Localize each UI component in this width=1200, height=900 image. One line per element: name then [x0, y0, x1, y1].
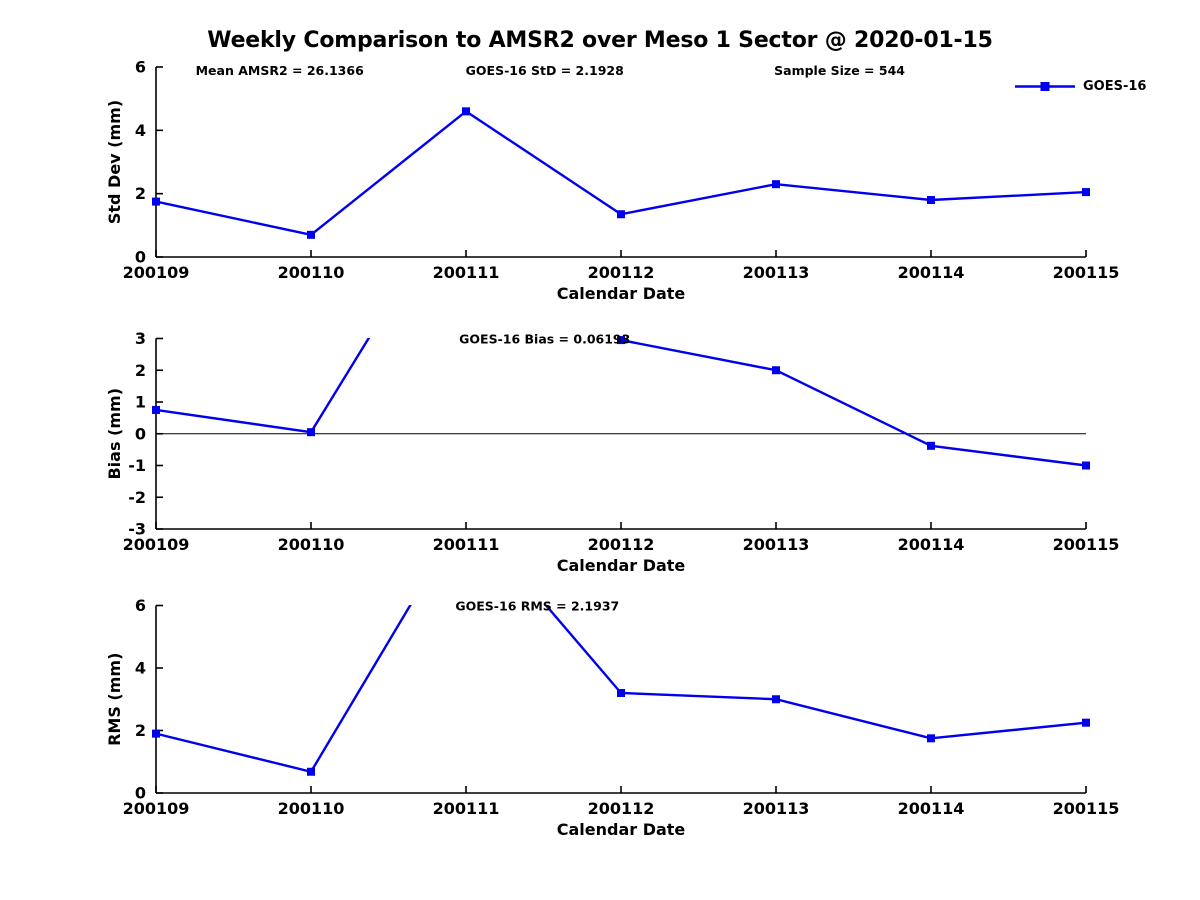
y-tick-label: 2 — [135, 361, 146, 380]
x-tick-label: 200112 — [588, 799, 655, 818]
annotation-text: Sample Size = 544 — [774, 63, 905, 78]
subplot-rms: 0 2 4 6 200109 200110 200111 200112 200113 200114… — [105, 596, 1120, 839]
y-tick-label: 6 — [135, 596, 146, 615]
series-marker — [927, 441, 935, 450]
y-tick-label: 0 — [135, 424, 146, 443]
series-marker — [617, 336, 625, 345]
x-tick-label: 200114 — [898, 799, 965, 818]
series-marker — [772, 695, 780, 704]
x-tick-label: 200112 — [588, 263, 655, 282]
x-tick-label: 200111 — [433, 263, 500, 282]
x-tick-label: 200115 — [1053, 263, 1120, 282]
x-tick-label: 200109 — [123, 263, 190, 282]
x-tick-label: 200111 — [433, 535, 500, 554]
x-tick-label: 200109 — [123, 535, 190, 554]
y-axis-label: Bias (mm) — [105, 388, 124, 480]
legend-line-marker-icon — [1015, 82, 1075, 91]
x-axis-label: Calendar Date — [557, 284, 686, 303]
series-marker — [152, 729, 160, 738]
series-marker — [1082, 188, 1090, 197]
series-line — [155, 338, 1087, 467]
x-axis-label: Calendar Date — [557, 820, 686, 839]
annotation-text: GOES-16 StD = 2.1928 — [466, 63, 624, 78]
series-marker — [307, 230, 315, 239]
x-axis-label: Calendar Date — [557, 556, 686, 575]
y-tick-label: 1 — [135, 393, 146, 412]
legend: GOES-16 — [1014, 78, 1146, 95]
y-tick-label: 0 — [135, 784, 146, 803]
x-tick-label: 200113 — [743, 799, 810, 818]
series-marker — [1082, 718, 1090, 727]
y-axis-label: Std Dev (mm) — [105, 100, 124, 224]
series-marker — [772, 366, 780, 375]
legend-label: GOES-16 — [1083, 79, 1147, 94]
annotation-text: Mean AMSR2 = 26.1366 — [196, 63, 364, 78]
y-tick-label: -1 — [128, 456, 146, 475]
series-marker — [462, 107, 470, 116]
x-tick-label: 200109 — [123, 799, 190, 818]
y-tick-label: 0 — [135, 248, 146, 267]
series-marker — [307, 428, 315, 437]
x-tick-label: 200113 — [743, 263, 810, 282]
series-marker — [927, 734, 935, 743]
subplot-std: 0 2 4 6 200109 200110 200111 200112 200113 200114… — [105, 58, 1119, 304]
series-marker — [1082, 461, 1090, 470]
y-tick-label: 4 — [135, 659, 146, 678]
series-marker — [307, 767, 315, 776]
figure-title: Weekly Comparison to AMSR2 over Meso 1 S… — [207, 28, 993, 53]
x-tick-label: 200112 — [588, 535, 655, 554]
series-marker — [927, 196, 935, 204]
series-marker — [617, 689, 625, 697]
y-tick-label: 2 — [135, 184, 146, 203]
series-marker — [152, 405, 160, 414]
subplot-bias: -3 -2 -1 0 1 2 3 200109 200110 200111 200112 200113… — [105, 329, 1120, 575]
x-tick-label: 200113 — [743, 535, 810, 554]
series-marker — [617, 210, 625, 219]
x-tick-label: 200115 — [1053, 799, 1120, 818]
y-axis-label: RMS (mm) — [105, 653, 124, 746]
x-tick-label: 200110 — [278, 535, 345, 554]
y-tick-label: 2 — [135, 721, 146, 740]
x-tick-label: 200110 — [278, 263, 345, 282]
series-marker — [772, 180, 780, 189]
y-tick-label: 3 — [135, 329, 146, 348]
x-tick-label: 200111 — [433, 799, 500, 818]
x-tick-label: 200114 — [898, 535, 965, 554]
annotation-text: GOES-16 Bias = 0.06193 — [459, 332, 630, 347]
y-tick-label: -3 — [128, 520, 146, 539]
y-tick-label: -2 — [128, 488, 146, 507]
annotation-text: GOES-16 RMS = 2.1937 — [455, 599, 619, 614]
x-tick-label: 200115 — [1053, 535, 1120, 554]
y-tick-label: 4 — [135, 121, 146, 140]
series-marker — [152, 197, 160, 206]
x-tick-label: 200110 — [278, 799, 345, 818]
x-tick-label: 200114 — [898, 263, 965, 282]
y-tick-label: 6 — [135, 58, 146, 77]
